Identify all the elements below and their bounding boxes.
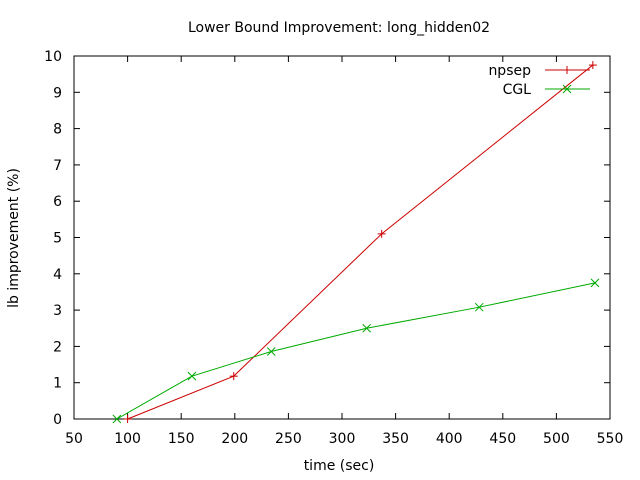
y-axis: 0 1 2 3 4 5 6 7 8 9 10 [44, 49, 610, 428]
y-tick-label: 8 [53, 122, 62, 138]
data-point-cgl [187, 371, 197, 381]
y-tick-label: 9 [53, 85, 62, 101]
x-tick-label: 200 [221, 431, 248, 447]
y-tick-label: 3 [53, 303, 62, 319]
y-tick-label: 4 [53, 267, 62, 283]
y-tick-label: 7 [53, 158, 62, 174]
y-tick-label: 2 [53, 339, 62, 355]
y-tick-label: 6 [53, 194, 62, 210]
x-axis: 50 100 150 200 250 300 350 400 450 500 550 [65, 56, 623, 447]
x-tick-label: 150 [168, 431, 195, 447]
x-tick-label: 100 [114, 431, 141, 447]
data-point-cgl [266, 347, 276, 356]
series-cgl [112, 278, 600, 424]
legend-label-cgl: CGL [503, 82, 532, 98]
series-layer [112, 61, 600, 424]
data-point-npsep [588, 61, 597, 70]
data-point-npsep [229, 372, 238, 381]
legend-marker-cgl [562, 84, 572, 94]
x-tick-label: 250 [275, 431, 302, 447]
data-point-cgl [590, 278, 600, 288]
marker-stroke [474, 302, 484, 312]
marker-stroke [562, 84, 572, 94]
x-tick-label: 400 [436, 431, 463, 447]
x-tick-label: 500 [543, 431, 570, 447]
y-tick-label: 1 [53, 376, 62, 392]
series-npsep [123, 61, 597, 423]
x-tick-label: 550 [597, 431, 624, 447]
data-point-cgl [362, 323, 372, 333]
x-tick-label: 300 [329, 431, 356, 447]
x-axis-label: time (sec) [304, 458, 375, 474]
legend-label-npsep: npsep [488, 63, 531, 79]
marker-stroke [590, 278, 600, 288]
y-tick-label: 5 [53, 231, 62, 247]
x-tick-label: 350 [382, 431, 409, 447]
data-point-cgl [474, 302, 484, 312]
series-line-npsep [127, 64, 594, 420]
x-tick-label: 50 [65, 431, 83, 447]
marker-stroke [112, 414, 122, 424]
plot-frame [73, 55, 611, 420]
x-tick-label: 450 [489, 431, 516, 447]
marker-stroke [187, 371, 197, 381]
y-tick-label: 10 [44, 49, 62, 65]
chart-title: Lower Bound Improvement: long_hidden02 [188, 20, 490, 36]
y-tick-label: 0 [53, 412, 62, 428]
legend: npsep CGL [488, 63, 590, 98]
series-line-cgl [116, 282, 596, 420]
marker-stroke [266, 347, 276, 356]
marker-stroke [362, 323, 372, 333]
legend-marker-npsep [563, 66, 571, 74]
data-point-cgl [112, 414, 122, 424]
data-point-npsep [377, 229, 386, 238]
y-axis-label: lb improvement (%) [6, 168, 22, 308]
data-point-npsep [123, 415, 132, 423]
